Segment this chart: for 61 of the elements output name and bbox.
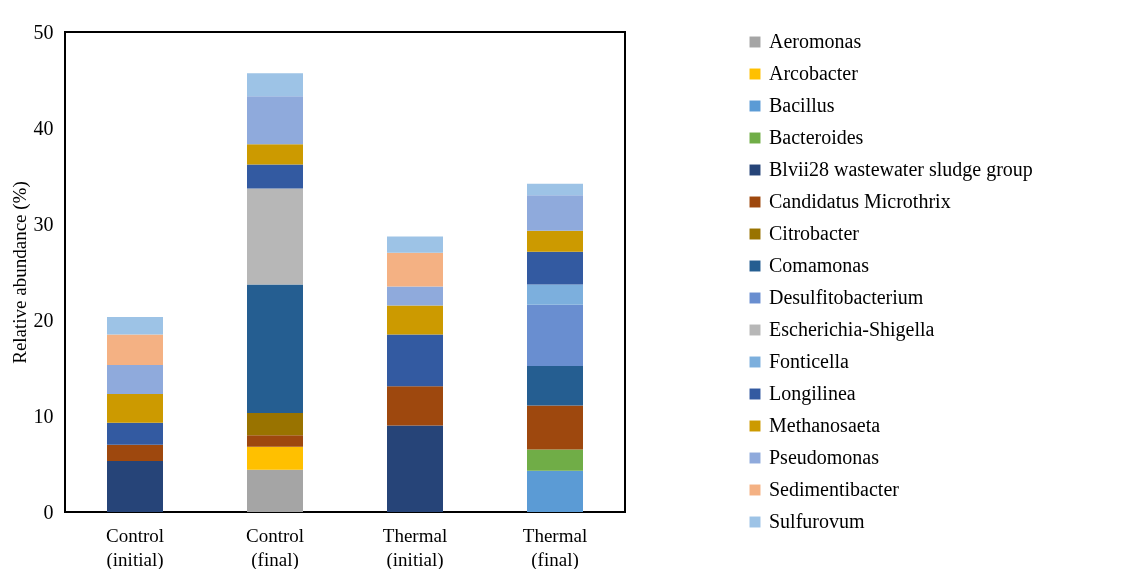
legend-label: Methanosaeta bbox=[769, 414, 881, 436]
bar bbox=[247, 284, 303, 414]
y-tick-label: 10 bbox=[33, 404, 54, 427]
x-tick-label: Control (final) bbox=[245, 524, 305, 569]
legend-label: Citrobacter bbox=[769, 222, 860, 244]
bar bbox=[247, 435, 303, 447]
bar bbox=[107, 317, 163, 335]
y-tick-label: 30 bbox=[33, 212, 54, 235]
bar bbox=[107, 393, 163, 423]
y-tick-label: 0 bbox=[43, 500, 54, 523]
legend-label: Arcobacter bbox=[769, 62, 859, 84]
bar bbox=[527, 284, 583, 305]
bar bbox=[527, 405, 583, 450]
legend-label: Fonticella bbox=[769, 350, 850, 372]
bar bbox=[527, 230, 583, 252]
y-tick-label: 50 bbox=[33, 20, 54, 43]
legend-label: Pseudomonas bbox=[769, 446, 880, 468]
bar bbox=[387, 236, 443, 253]
x-tick-label: Thermal (final) bbox=[522, 524, 588, 569]
legend-label: Sedimentibacter bbox=[769, 478, 900, 500]
legend-label: Desulfitobacterium bbox=[769, 286, 924, 308]
legend-label: Bacteroides bbox=[769, 126, 864, 148]
bar bbox=[107, 365, 163, 394]
legend-label: Escherichia-Shigella bbox=[769, 318, 935, 341]
y-axis-title: Relative abundance (%) bbox=[8, 181, 31, 364]
bar bbox=[247, 446, 303, 470]
bar bbox=[387, 286, 443, 306]
legend-label: Longilinea bbox=[769, 382, 856, 405]
bar bbox=[247, 164, 303, 189]
y-tick-label: 20 bbox=[33, 308, 54, 331]
bar bbox=[107, 444, 163, 462]
bar bbox=[107, 461, 163, 512]
bar bbox=[527, 183, 583, 196]
legend-label: Candidatus Microthrix bbox=[769, 190, 951, 212]
bar bbox=[387, 386, 443, 426]
legend-label: Bacillus bbox=[769, 94, 835, 116]
bar bbox=[247, 73, 303, 97]
bar bbox=[387, 252, 443, 287]
bar bbox=[107, 334, 163, 366]
bar bbox=[247, 96, 303, 145]
bar bbox=[527, 366, 583, 406]
bar bbox=[527, 195, 583, 231]
x-tick-label: Control (initial) bbox=[105, 524, 165, 569]
bar bbox=[247, 469, 303, 512]
x-tick-label: Thermal (initial) bbox=[382, 524, 448, 569]
bar bbox=[247, 188, 303, 285]
bar bbox=[527, 304, 583, 367]
bar bbox=[107, 422, 163, 445]
bar bbox=[527, 251, 583, 285]
bar bbox=[527, 470, 583, 512]
bar bbox=[387, 305, 443, 335]
bar bbox=[247, 413, 303, 436]
legend-label: Blvii28 wastewater sludge group bbox=[769, 158, 1033, 181]
bar bbox=[247, 144, 303, 165]
bar bbox=[527, 449, 583, 471]
legend-label: Sulfurovum bbox=[769, 510, 865, 532]
legend-label: Aeromonas bbox=[769, 30, 862, 52]
legend-label: Comamonas bbox=[769, 254, 870, 276]
bar bbox=[387, 425, 443, 512]
y-tick-label: 40 bbox=[33, 116, 54, 139]
bar bbox=[387, 334, 443, 387]
